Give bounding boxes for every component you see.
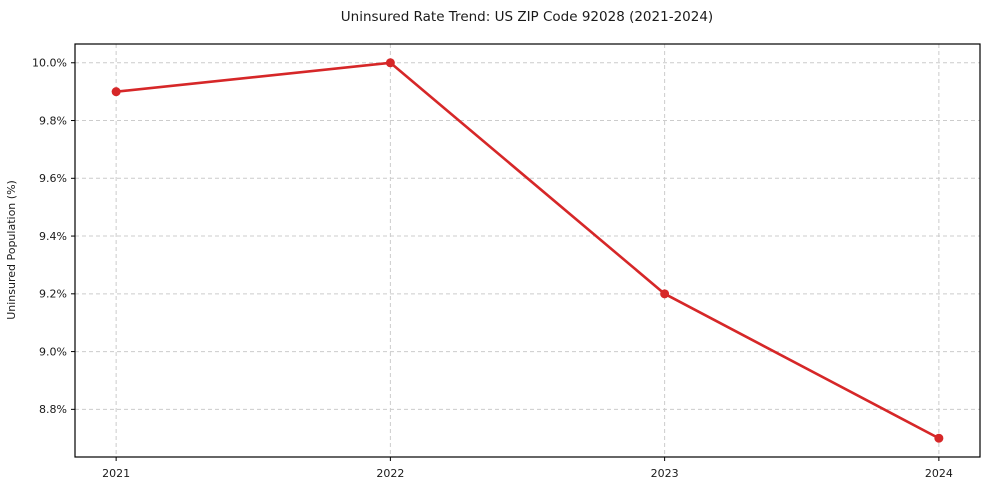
y-tick-label: 10.0% xyxy=(32,57,67,70)
x-tick-label: 2021 xyxy=(102,467,130,480)
axis-tick-labels: 2021 2022 2023 2024 8.8% 9.0% 9.2% 9.4% 9.6% 9.8%… xyxy=(32,57,953,480)
plot-border xyxy=(74,43,981,458)
gridlines xyxy=(75,44,980,457)
y-tick-label: 9.0% xyxy=(39,345,67,358)
data-point-markers xyxy=(111,58,944,443)
y-tick-label: 9.8% xyxy=(39,114,67,127)
y-axis-label: Uninsured Population (%) xyxy=(5,180,18,320)
x-tick-label: 2024 xyxy=(925,467,953,480)
data-point-marker xyxy=(385,58,395,68)
chart-title: Uninsured Rate Trend: US ZIP Code 92028 … xyxy=(341,9,713,25)
y-tick-label: 8.8% xyxy=(39,403,67,416)
data-point-marker xyxy=(934,433,944,443)
x-tick-label: 2023 xyxy=(651,467,679,480)
x-tick-label: 2022 xyxy=(376,467,404,480)
data-point-marker xyxy=(111,87,121,97)
axis-ticks xyxy=(71,62,940,461)
trend-line xyxy=(114,61,941,440)
y-tick-label: 9.6% xyxy=(39,172,67,185)
data-point-marker xyxy=(660,289,670,299)
y-tick-label: 9.2% xyxy=(39,288,67,301)
y-tick-label: 9.4% xyxy=(39,230,67,243)
